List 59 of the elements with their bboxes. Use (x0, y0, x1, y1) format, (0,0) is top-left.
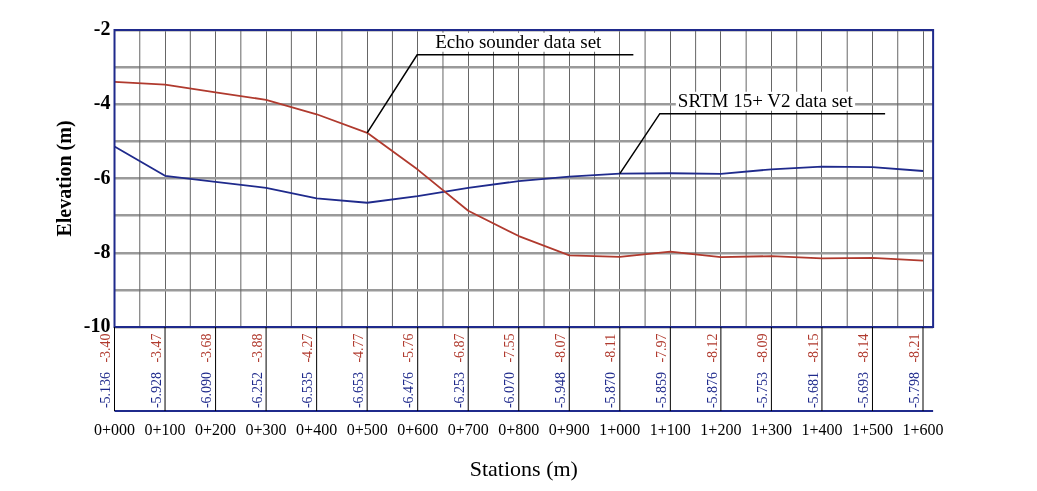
x-axis-title: Stations (m) (469, 455, 578, 481)
data-label: -5.753 (755, 371, 771, 409)
x-tick-label: 0+300 (245, 420, 287, 438)
data-label: -3.40 (98, 333, 114, 363)
data-label: -6.653 (350, 371, 366, 409)
data-label: -3.68 (199, 333, 215, 363)
data-label: -4.77 (350, 333, 366, 363)
data-label: -6.252 (249, 371, 265, 409)
x-tick-label: 1+500 (851, 420, 893, 438)
x-tick-label: 1+400 (801, 420, 843, 438)
x-tick-label: 1+000 (599, 420, 641, 438)
data-label: -6.535 (300, 371, 316, 409)
data-label: -5.859 (654, 371, 670, 409)
data-label: -6.87 (451, 333, 467, 363)
text: SRTM 15+ V2 data set (677, 90, 854, 112)
x-tick-label: 0+900 (548, 420, 590, 438)
data-label: -8.09 (755, 333, 771, 363)
x-tick-label: 1+600 (902, 420, 944, 438)
x-tick-label: 0+100 (144, 420, 186, 438)
data-label: -6.253 (451, 371, 467, 409)
data-label: -8.21 (906, 333, 922, 363)
y-axis-title: Elevation (m) (53, 120, 77, 237)
data-label: -7.97 (654, 333, 670, 363)
y-tick-label: -6 (93, 165, 111, 188)
text: Echo sounder data set (435, 31, 603, 53)
x-tick-label: 0+000 (94, 420, 136, 438)
x-tick-label: 0+200 (195, 420, 237, 438)
x-tick-label: 0+800 (498, 420, 540, 438)
data-label: -5.798 (906, 371, 922, 409)
data-label: -8.07 (552, 333, 568, 363)
data-label: -8.15 (805, 333, 821, 363)
x-tick-label: 1+300 (750, 420, 792, 438)
data-label: -5.693 (856, 371, 872, 409)
y-tick-label: -8 (93, 239, 111, 262)
data-label: -5.681 (805, 371, 821, 409)
data-label: -5.876 (704, 371, 720, 409)
data-label: -5.136 (98, 371, 114, 409)
y-tick-label: -2 (93, 17, 111, 40)
data-label: -5.928 (148, 371, 164, 409)
x-tick-label: 0+600 (397, 420, 439, 438)
data-label: -4.27 (300, 333, 316, 363)
x-tick-label: 1+200 (700, 420, 742, 438)
x-tick-label: 0+700 (447, 420, 489, 438)
data-label: -8.14 (856, 333, 872, 363)
data-label: -8.12 (704, 333, 720, 363)
data-label: -7.55 (502, 333, 518, 363)
data-label: -5.76 (401, 333, 417, 363)
data-label: -6.070 (502, 371, 518, 409)
data-label: -6.476 (401, 371, 417, 409)
x-tick-label: 0+500 (346, 420, 388, 438)
data-label: -5.870 (603, 371, 619, 409)
x-tick-label: 1+100 (649, 420, 691, 438)
data-label: -6.090 (199, 371, 215, 409)
data-label: -3.88 (249, 333, 265, 363)
data-label: -5.948 (552, 371, 568, 409)
data-label: -3.47 (148, 333, 164, 363)
y-tick-label: -4 (93, 91, 111, 114)
x-tick-label: 0+400 (296, 420, 338, 438)
data-label: -8.11 (603, 333, 619, 363)
